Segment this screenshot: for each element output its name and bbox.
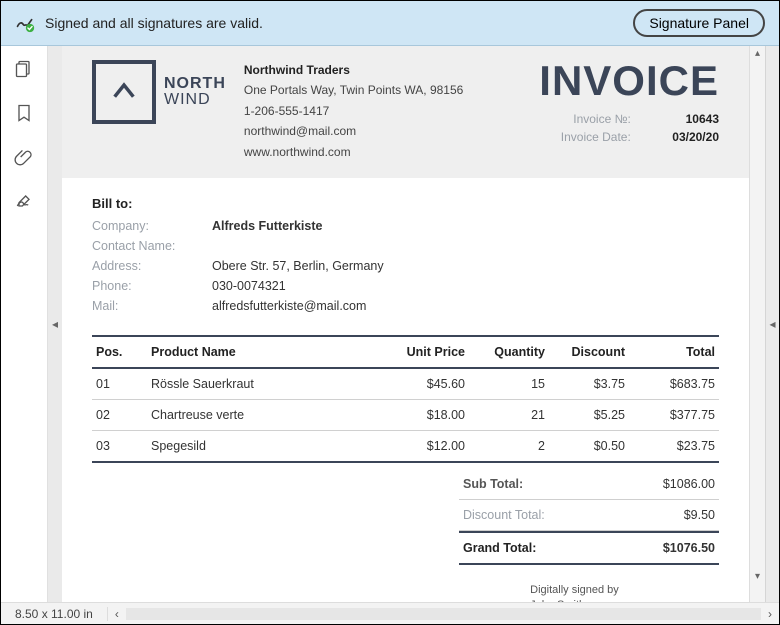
cell-pos: 01	[92, 368, 147, 400]
sub-value: $1086.00	[663, 477, 715, 491]
signature-row: Jane Cooper Jane Cooper Client John Smit…	[92, 583, 719, 602]
invoice-title: INVOICE	[539, 60, 719, 102]
bt-contact-label: Contact Name:	[92, 239, 212, 253]
cell-disc: $3.75	[549, 368, 629, 400]
cell-disc: $0.50	[549, 430, 629, 462]
bt-company-label: Company:	[92, 219, 212, 233]
cell-qty: 2	[469, 430, 549, 462]
cell-name: Rössle Sauerkraut	[147, 368, 379, 400]
invoice-date-label: Invoice Date:	[539, 130, 631, 144]
col-disc: Discount	[549, 336, 629, 368]
cell-total: $23.75	[629, 430, 719, 462]
company-website: www.northwind.com	[244, 142, 463, 162]
grand-label: Grand Total:	[463, 541, 536, 555]
pages-icon[interactable]	[13, 58, 35, 80]
scroll-down-icon[interactable]: ▾	[750, 571, 765, 582]
bt-mail-label: Mail:	[92, 299, 212, 313]
signature-bar: Signed and all signatures are valid. Sig…	[1, 1, 779, 46]
signature-panel-button[interactable]: Signature Panel	[633, 9, 765, 37]
horizontal-scrollbar[interactable]: ‹ ›	[107, 607, 779, 621]
logo: NORTH WIND	[92, 60, 226, 124]
signature-valid-icon	[15, 13, 35, 33]
cell-qty: 21	[469, 399, 549, 430]
invoice-date: 03/20/20	[651, 130, 719, 144]
collapse-left-handle[interactable]: ◂	[48, 46, 62, 602]
company-phone: 1-206-555-1417	[244, 101, 463, 121]
attachment-icon[interactable]	[13, 146, 35, 168]
bt-company: Alfreds Futterkiste	[212, 219, 719, 233]
bt-phone-label: Phone:	[92, 279, 212, 293]
bt-phone: 030-0074321	[212, 279, 719, 293]
bt-address: Obere Str. 57, Berlin, Germany	[212, 259, 719, 273]
grand-value: $1076.50	[663, 541, 715, 555]
company-email: northwind@mail.com	[244, 121, 463, 141]
logo-line1: NORTH	[164, 76, 226, 92]
logo-text: NORTH WIND	[164, 76, 226, 108]
document-page: NORTH WIND Northwind Traders One Portals…	[62, 46, 749, 602]
hscroll-right-icon[interactable]: ›	[761, 607, 779, 621]
invoice-no: 10643	[651, 112, 719, 126]
table-row: 01Rössle Sauerkraut$45.6015$3.75$683.75	[92, 368, 719, 400]
company-info: Northwind Traders One Portals Way, Twin …	[244, 60, 463, 162]
invoice-no-label: Invoice №:	[539, 112, 631, 126]
table-row: 02Chartreuse verte$18.0021$5.25$377.75	[92, 399, 719, 430]
disc-value: $9.50	[684, 508, 715, 522]
collapse-right-handle[interactable]: ◂	[765, 46, 779, 602]
header-right: INVOICE Invoice №: 10643 Invoice Date: 0…	[539, 60, 719, 144]
table-row: 03Spegesild$12.002$0.50$23.75	[92, 430, 719, 462]
items-table: Pos. Product Name Unit Price Quantity Di…	[92, 335, 719, 463]
bookmark-icon[interactable]	[13, 102, 35, 124]
logo-mark	[92, 60, 156, 124]
manager-signature: John Smith Digitally signed byJohn Smith…	[395, 583, 719, 602]
company-name: Northwind Traders	[244, 60, 463, 80]
signature-status-text: Signed and all signatures are valid.	[45, 15, 633, 31]
page-size-text: 8.50 x 11.00 in	[1, 607, 107, 621]
sub-label: Sub Total:	[463, 477, 523, 491]
col-unit: Unit Price	[379, 336, 469, 368]
logo-line2: WIND	[164, 92, 226, 108]
cell-name: Spegesild	[147, 430, 379, 462]
digital-sig-line: John Smith	[530, 598, 619, 602]
cell-name: Chartreuse verte	[147, 399, 379, 430]
bill-to-title: Bill to:	[92, 196, 719, 211]
cell-disc: $5.25	[549, 399, 629, 430]
col-qty: Quantity	[469, 336, 549, 368]
col-total: Total	[629, 336, 719, 368]
cell-total: $377.75	[629, 399, 719, 430]
cell-unit: $45.60	[379, 368, 469, 400]
scroll-up-icon[interactable]: ▴	[750, 48, 765, 59]
cell-unit: $18.00	[379, 399, 469, 430]
cell-pos: 02	[92, 399, 147, 430]
digital-sig-line: Digitally signed by	[530, 583, 619, 598]
company-address: One Portals Way, Twin Points WA, 98156	[244, 80, 463, 100]
bill-to-grid: Company: Alfreds Futterkiste Contact Nam…	[92, 219, 719, 313]
status-bar: 8.50 x 11.00 in ‹ ›	[1, 602, 779, 624]
hscroll-track[interactable]	[126, 608, 761, 620]
cell-pos: 03	[92, 430, 147, 462]
bt-mail: alfredsfutterkiste@mail.com	[212, 299, 719, 313]
cell-qty: 15	[469, 368, 549, 400]
page-header: NORTH WIND Northwind Traders One Portals…	[62, 46, 749, 178]
hscroll-left-icon[interactable]: ‹	[108, 607, 126, 621]
disc-label: Discount Total:	[463, 508, 545, 522]
digital-signature-info: Digitally signed byJohn SmithDate: 2021.…	[530, 583, 619, 602]
bt-contact	[212, 239, 719, 253]
sign-tool-icon[interactable]	[13, 190, 35, 212]
col-pos: Pos.	[92, 336, 147, 368]
cell-total: $683.75	[629, 368, 719, 400]
totals: Sub Total:$1086.00 Discount Total:$9.50 …	[459, 469, 719, 565]
cell-unit: $12.00	[379, 430, 469, 462]
vertical-scrollbar[interactable]: ▴ ▾	[749, 46, 765, 602]
bt-address-label: Address:	[92, 259, 212, 273]
left-toolbar	[1, 46, 48, 602]
col-name: Product Name	[147, 336, 379, 368]
